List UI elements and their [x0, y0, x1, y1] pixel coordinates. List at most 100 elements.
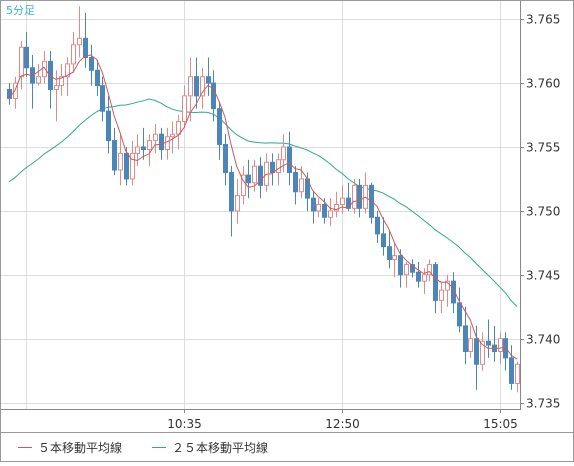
candle-down	[112, 140, 117, 171]
candle-down	[217, 108, 222, 145]
candle-down	[346, 197, 351, 209]
candle-up	[439, 289, 444, 301]
ma5-line	[8, 54, 518, 360]
candle-down	[311, 197, 316, 212]
candle-up	[276, 159, 281, 174]
y-tick-label: 3.740	[526, 333, 560, 347]
candle-down	[381, 233, 386, 248]
candle-up	[135, 146, 140, 154]
candle-up	[334, 204, 339, 212]
candle-down	[398, 255, 403, 276]
candle-up	[352, 184, 357, 209]
candle-up	[316, 204, 321, 212]
x-tick-label: 15:05	[483, 417, 518, 431]
candle-down	[106, 110, 111, 142]
candle-down	[159, 133, 164, 151]
candle-up	[445, 280, 450, 291]
candle-down	[509, 357, 514, 384]
x-tick-label: 12:50	[325, 417, 360, 431]
candle-down	[503, 338, 508, 359]
candle-up	[515, 363, 520, 384]
candle-up	[170, 133, 175, 138]
candle-up	[118, 152, 123, 171]
candle-down	[24, 46, 29, 69]
y-tick-label: 3.735	[526, 397, 560, 411]
candle-up	[241, 174, 246, 197]
candle-down	[124, 152, 129, 180]
candle-up	[13, 82, 18, 99]
y-tick-label: 3.760	[526, 77, 560, 91]
candle-down	[211, 82, 216, 110]
candle-down	[457, 302, 462, 327]
candle-down	[357, 184, 362, 209]
candle-up	[299, 178, 304, 193]
candle-up	[54, 85, 59, 90]
candle-up	[235, 195, 240, 212]
candle-down	[194, 76, 199, 97]
legend-item-ma5: ５本移動平均線	[18, 439, 122, 456]
candle-down	[463, 325, 468, 352]
candle-down	[258, 165, 263, 186]
candle-up	[468, 338, 473, 352]
candle-up	[165, 136, 170, 151]
candle-up	[404, 264, 409, 276]
candle-up	[328, 210, 333, 218]
candle-down	[375, 216, 380, 235]
candle-down	[83, 37, 88, 59]
candle-down	[95, 69, 100, 87]
candle-down	[287, 146, 292, 174]
candle-down	[48, 60, 53, 90]
candle-up	[200, 76, 205, 97]
y-tick-label: 3.745	[526, 269, 560, 283]
candle-up	[427, 264, 432, 276]
candle-down	[223, 143, 228, 174]
candle-down	[229, 172, 234, 212]
candle-up	[153, 133, 158, 142]
candle-up	[480, 340, 485, 365]
candle-down	[433, 264, 438, 301]
candle-up	[498, 338, 503, 352]
y-tick-label: 3.750	[526, 205, 560, 219]
candle-up	[188, 76, 193, 97]
candle-down	[322, 204, 327, 218]
legend-line-ma5	[18, 447, 32, 448]
candle-up	[252, 165, 257, 184]
candle-down	[293, 172, 298, 193]
x-tick-label: 10:35	[167, 417, 202, 431]
candle-down	[270, 161, 275, 174]
ma25-line	[8, 98, 518, 307]
candle-up	[147, 140, 152, 151]
candle-down	[451, 280, 456, 304]
candle-up	[77, 37, 82, 46]
candle-down	[206, 76, 211, 84]
legend-item-ma25: ２５本移動平均線	[152, 439, 268, 456]
y-tick-label: 3.765	[526, 13, 560, 27]
candle-up	[19, 46, 24, 78]
candle-up	[59, 76, 64, 87]
candle-up	[340, 197, 345, 205]
candle-up	[422, 274, 427, 282]
candle-down	[387, 246, 392, 260]
candle-up	[130, 152, 135, 180]
legend-line-ma25	[152, 447, 166, 448]
candle-down	[89, 57, 94, 71]
candle-up	[182, 95, 187, 122]
candle-down	[246, 174, 251, 184]
candle-up	[36, 76, 41, 84]
candle-up	[281, 146, 286, 161]
candle-up	[71, 44, 76, 65]
legend-label-ma5: ５本移動平均線	[38, 441, 123, 455]
candle-down	[100, 85, 105, 112]
legend-label-ma25: ２５本移動平均線	[172, 441, 269, 455]
candle-up	[65, 63, 70, 78]
candle-down	[474, 338, 479, 365]
chart-title: 5分足	[6, 4, 35, 17]
candle-down	[416, 271, 421, 282]
candle-up	[392, 255, 397, 260]
chart-legend: ５本移動平均線 ２５本移動平均線	[0, 436, 574, 460]
y-tick-label: 3.755	[526, 141, 560, 155]
candle-down	[141, 146, 146, 151]
candle-down	[410, 264, 415, 273]
